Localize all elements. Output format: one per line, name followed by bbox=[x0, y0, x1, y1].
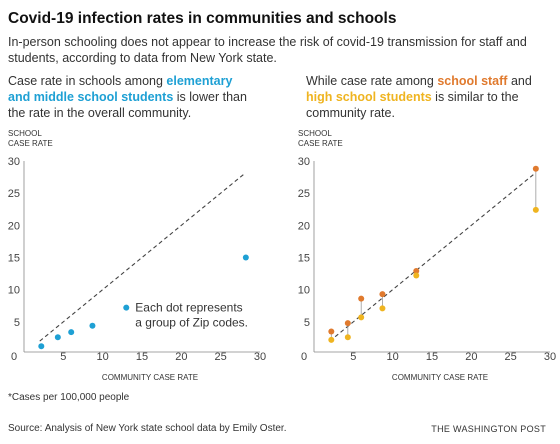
chart1-equal-rate-line bbox=[39, 173, 245, 342]
chart1-xtick-label: 25 bbox=[215, 351, 227, 363]
chart2-point-staff bbox=[413, 268, 420, 275]
chart2-point-staff bbox=[358, 295, 365, 302]
chart1-xtick-label: 5 bbox=[60, 351, 66, 363]
chart2-point-high_school bbox=[379, 305, 386, 312]
chart2-ylabel-line2: CASE RATE bbox=[298, 139, 343, 148]
chart1-point-students bbox=[54, 334, 61, 341]
chart2-xtick-label: 0 bbox=[301, 351, 307, 363]
chart1-xtick-label: 0 bbox=[11, 351, 17, 363]
chart2-point-high_school bbox=[358, 314, 365, 321]
left-panel-description: Case rate in schools among elementary an… bbox=[8, 73, 258, 121]
chart2-ytick-label: 20 bbox=[298, 220, 310, 232]
right-desc-after: is similar to the community rate. bbox=[306, 90, 519, 120]
left-desc-before: Case rate in schools among bbox=[8, 74, 167, 88]
left-desc-highlight: elementary and middle school students bbox=[8, 74, 233, 104]
chart2-xtick-label: 10 bbox=[387, 351, 399, 363]
chart2-point-staff bbox=[328, 328, 335, 335]
chart1-ytick-label: 30 bbox=[8, 156, 20, 168]
chart2-point-staff bbox=[532, 165, 539, 172]
chart1-annotation-line2: a group of Zip codes. bbox=[135, 316, 248, 330]
chart1-ytick-label: 15 bbox=[8, 253, 20, 265]
footnote: *Cases per 100,000 people bbox=[8, 392, 130, 403]
chart1-ylabel-line2: CASE RATE bbox=[8, 139, 53, 148]
chart-subtitle: In-person schooling does not appear to i… bbox=[8, 35, 527, 65]
chart1-ylabel-line1: SCHOOL bbox=[8, 129, 42, 138]
publisher-credit: THE WASHINGTON POST bbox=[431, 424, 546, 434]
chart2-ytick-label: 25 bbox=[298, 188, 310, 200]
chart1-ytick-label: 25 bbox=[8, 188, 20, 200]
right-desc-highlight-staff: school staff bbox=[437, 74, 508, 88]
chart2-xlabel: COMMUNITY CASE RATE bbox=[392, 373, 488, 382]
chart1-xlabel: COMMUNITY CASE RATE bbox=[102, 373, 198, 382]
right-panel-description: While case rate among school staff and h… bbox=[306, 73, 556, 121]
chart2-equal-rate-line bbox=[329, 173, 535, 342]
chart2-point-high_school bbox=[328, 336, 335, 343]
chart1-xtick-label: 20 bbox=[175, 351, 187, 363]
chart2-point-staff bbox=[344, 320, 351, 327]
chart1-xtick-label: 30 bbox=[254, 351, 266, 363]
chart2-point-staff bbox=[379, 291, 386, 298]
right-desc-middle: and bbox=[507, 74, 532, 88]
chart2-xtick-label: 30 bbox=[544, 351, 556, 363]
chart1-xtick-label: 15 bbox=[136, 351, 148, 363]
chart1-ytick-label: 10 bbox=[8, 285, 20, 297]
chart1-xtick-label: 10 bbox=[97, 351, 109, 363]
chart2-point-high_school bbox=[344, 334, 351, 341]
right-desc-highlight-high-school: high school students bbox=[306, 90, 432, 104]
chart1-point-students bbox=[89, 322, 96, 329]
chart1-point-students bbox=[68, 329, 75, 336]
right-desc-before: While case rate among bbox=[306, 74, 438, 88]
chart2-ytick-label: 15 bbox=[298, 253, 310, 265]
chart1-point-students bbox=[38, 343, 45, 350]
chart1-point-students bbox=[123, 304, 130, 311]
chart2-ytick-label: 30 bbox=[298, 156, 310, 168]
chart2-xtick-label: 15 bbox=[426, 351, 438, 363]
chart2-point-high_school bbox=[532, 206, 539, 213]
chart2-xtick-label: 5 bbox=[350, 351, 356, 363]
chart2-point-high_school bbox=[413, 272, 420, 279]
source-note: Source: Analysis of New York state schoo… bbox=[8, 423, 287, 434]
chart2-ytick-label: 10 bbox=[298, 285, 310, 297]
chart2-xtick-label: 20 bbox=[465, 351, 477, 363]
left-desc-after: is lower than the rate in the overall co… bbox=[8, 90, 247, 120]
chart1-ytick-label: 20 bbox=[8, 220, 20, 232]
chart1-ytick-label: 5 bbox=[14, 317, 20, 329]
chart-title: Covid-19 infection rates in communities … bbox=[8, 10, 397, 27]
chart2-xtick-label: 25 bbox=[505, 351, 517, 363]
chart1-point-students bbox=[242, 254, 249, 261]
chart1-annotation-line1: Each dot represents bbox=[135, 301, 242, 315]
chart2-ytick-label: 5 bbox=[304, 317, 310, 329]
chart2-ylabel-line1: SCHOOL bbox=[298, 129, 332, 138]
